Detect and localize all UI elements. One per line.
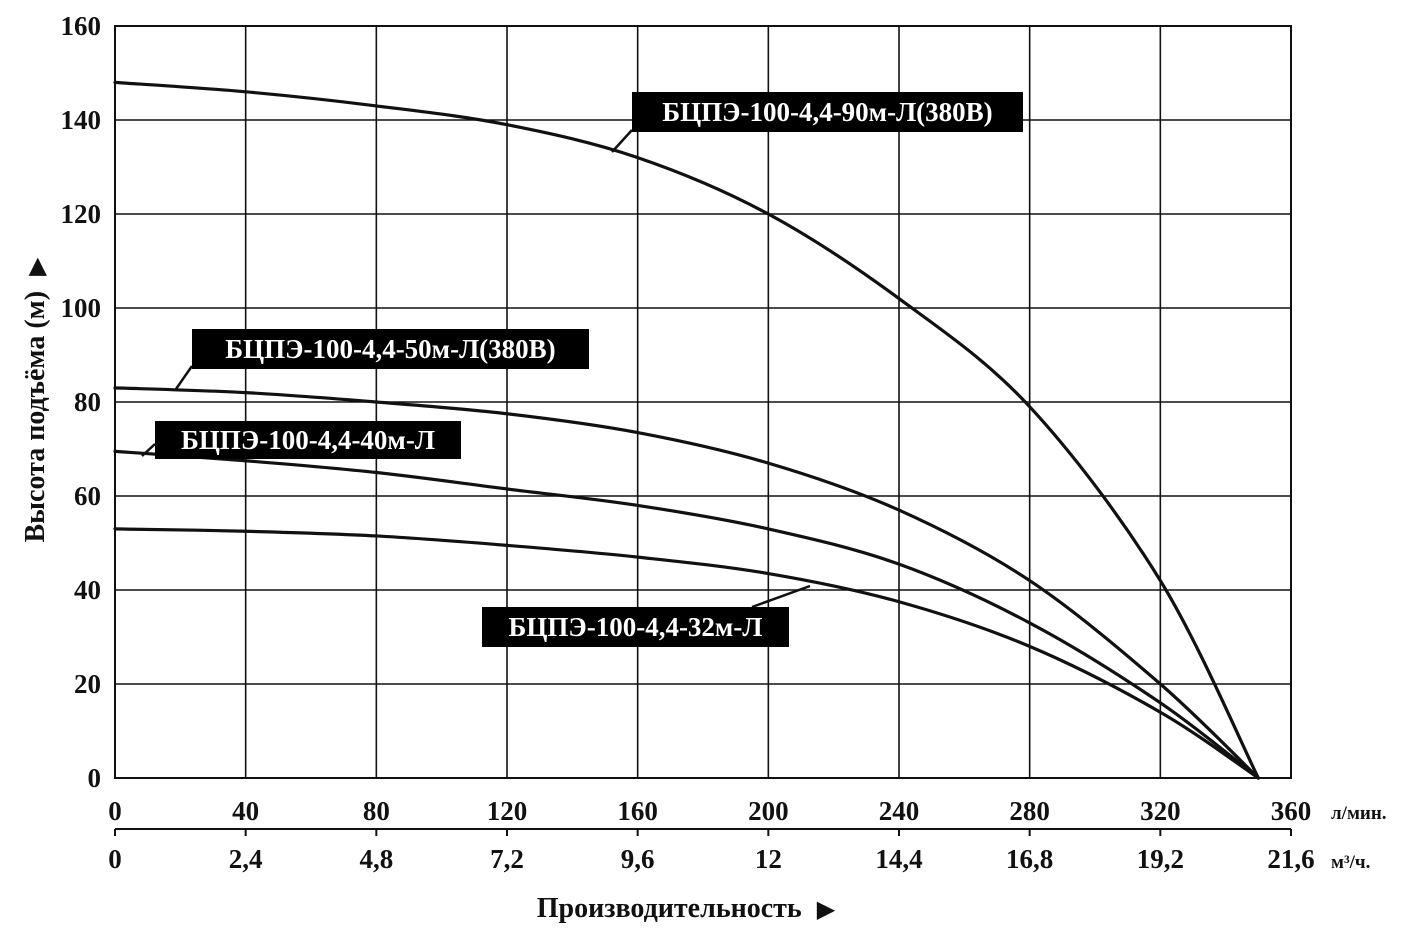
x-tick-label-lpm: 120 xyxy=(487,796,528,826)
y-axis-title: Высота подъёма (м) ▶ xyxy=(20,257,51,543)
curve-32m xyxy=(113,527,1260,780)
grid xyxy=(114,25,1292,779)
label-box xyxy=(632,92,1023,132)
label-box xyxy=(482,607,789,647)
x-unit-m3h: м³/ч. xyxy=(1331,852,1370,873)
x-tick-label-lpm: 40 xyxy=(232,796,259,826)
y-tick-label: 80 xyxy=(74,387,101,417)
curve-40m xyxy=(113,449,1260,780)
x-tick-label-lpm: 320 xyxy=(1140,796,1181,826)
x-tick-label-lpm: 360 xyxy=(1271,796,1312,826)
label-leader-line xyxy=(174,365,194,390)
x-tick-label-m3h: 19,2 xyxy=(1137,844,1184,874)
x-tick-label-m3h: 0 xyxy=(108,844,122,874)
y-tick-label: 100 xyxy=(61,293,102,323)
x-axis-title-text: Производительность xyxy=(537,893,802,924)
x-tick-label-lpm: 0 xyxy=(108,796,122,826)
x-tick-label-lpm: 200 xyxy=(748,796,789,826)
label-box xyxy=(155,421,461,459)
x-tick-label-m3h: 9,6 xyxy=(621,844,655,874)
x-tick-label-m3h: 21,6 xyxy=(1267,844,1314,874)
x-tick-label-lpm: 80 xyxy=(363,796,390,826)
y-tick-label: 160 xyxy=(61,11,102,41)
label-90m: БЦПЭ-100-4,4-90м-Л(380В) xyxy=(662,97,992,127)
x-tick-label-m3h: 12 xyxy=(755,844,782,874)
x-axis-arrow: ▶ xyxy=(817,897,836,923)
y-tick-label: 140 xyxy=(61,105,102,135)
x-axis-ticks-m3h: 0 2,4 4,8 7,2 9,6 12 14,4 16,8 19,2 21,6 xyxy=(108,828,1315,874)
curves xyxy=(113,80,1260,780)
y-axis-title-text: Высота подъёма (м) xyxy=(20,291,51,543)
x-tick-label-m3h: 4,8 xyxy=(359,844,393,874)
y-axis-arrow: ▶ xyxy=(24,257,50,276)
y-axis-ticks: 0 20 40 60 80 100 120 140 160 xyxy=(61,11,102,793)
x-tick-label-lpm: 160 xyxy=(617,796,658,826)
label-leader-line xyxy=(141,443,156,457)
x-axis-ticks-lpm: 0 40 80 120 160 200 240 280 320 360 xyxy=(108,796,1311,826)
label-32m: БЦПЭ-100-4,4-32м-Л xyxy=(509,612,763,642)
x-tick-label-m3h: 14,4 xyxy=(875,844,922,874)
curve-labels: БЦПЭ-100-4,4-90м-Л(380В) БЦПЭ-100-4,4-50м… xyxy=(141,92,1023,647)
y-tick-label: 20 xyxy=(74,669,101,699)
x-tick-label-m3h: 2,4 xyxy=(229,844,263,874)
label-leader-line xyxy=(751,584,811,609)
x-tick-label-lpm: 240 xyxy=(879,796,920,826)
y-tick-label: 0 xyxy=(88,763,102,793)
label-40m: БЦПЭ-100-4,4-40м-Л xyxy=(181,425,435,455)
x-tick-label-m3h: 7,2 xyxy=(490,844,524,874)
y-tick-label: 120 xyxy=(61,199,102,229)
x-tick-label-lpm: 280 xyxy=(1009,796,1050,826)
label-leader-line xyxy=(611,129,633,153)
curve-50m xyxy=(113,386,1260,780)
label-box xyxy=(192,329,589,369)
x-tick-label-m3h: 16,8 xyxy=(1006,844,1053,874)
y-tick-label: 60 xyxy=(74,481,101,511)
y-tick-label: 40 xyxy=(74,575,101,605)
label-50m: БЦПЭ-100-4,4-50м-Л(380В) xyxy=(225,334,555,364)
curve-90m xyxy=(113,80,1260,780)
x-unit-lpm: л/мин. xyxy=(1331,803,1387,824)
x-axis-title: Производительность ▶ xyxy=(537,893,836,924)
